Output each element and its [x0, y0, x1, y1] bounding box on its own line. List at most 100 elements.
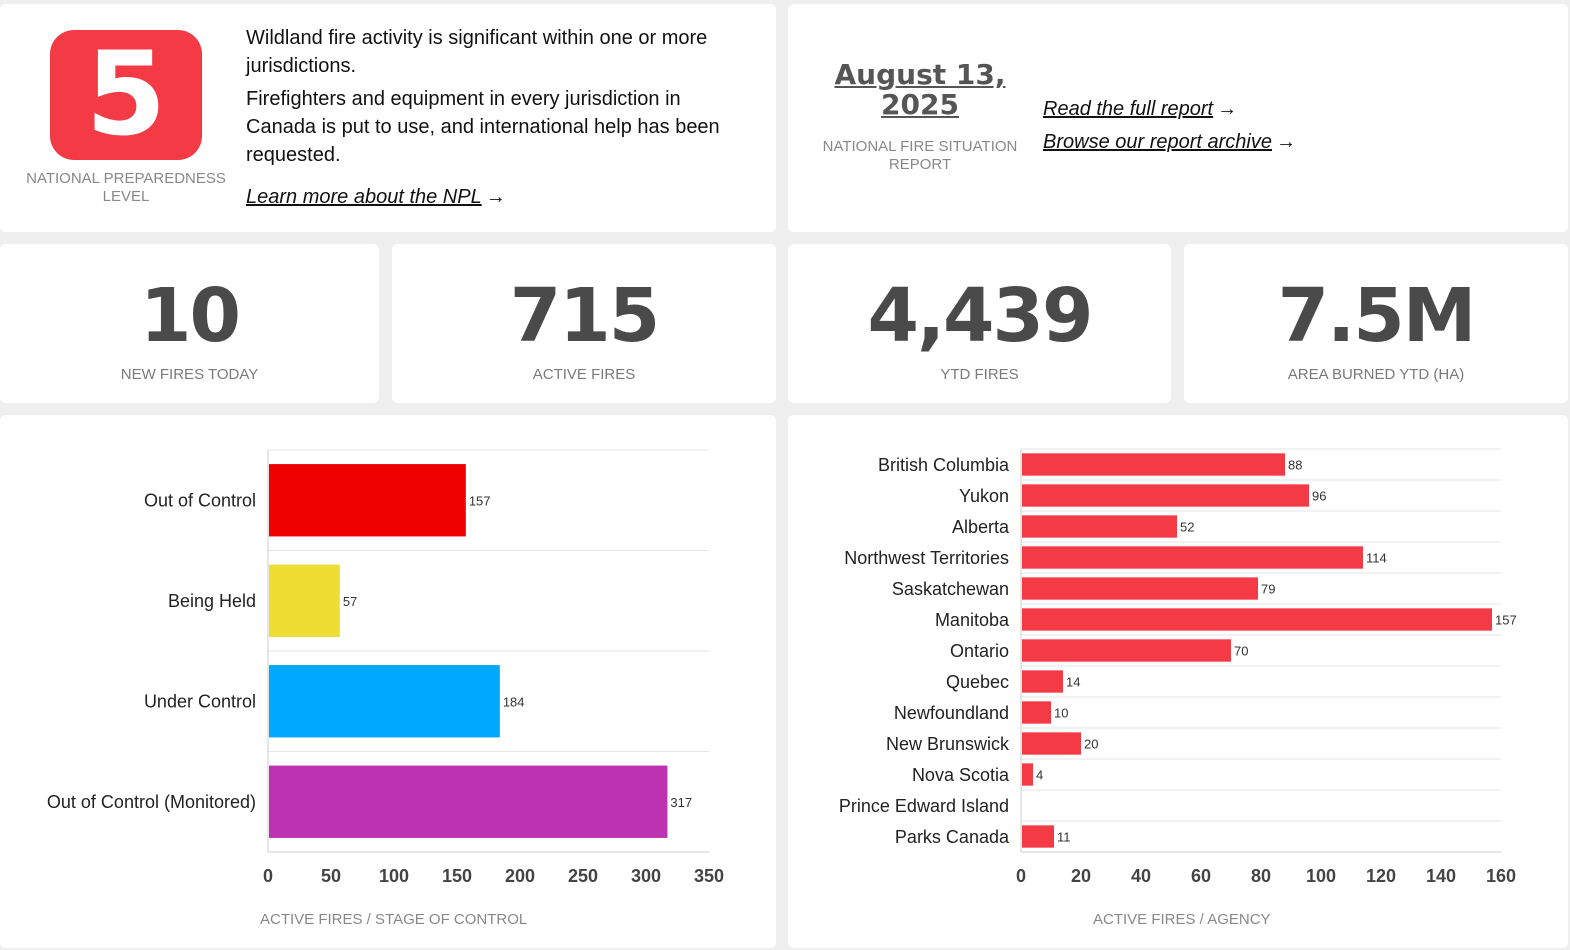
bar[interactable] — [1022, 763, 1033, 786]
x-tick-label: 300 — [631, 866, 661, 886]
x-tick-label: 50 — [321, 866, 341, 886]
bar[interactable] — [1022, 732, 1081, 755]
x-tick-label: 20 — [1071, 866, 1091, 886]
data-label: 317 — [670, 795, 692, 810]
bar[interactable] — [1022, 608, 1492, 631]
bar[interactable] — [1022, 515, 1177, 538]
x-tick-label: 0 — [263, 866, 273, 886]
x-tick-label: 120 — [1366, 866, 1396, 886]
data-label: 20 — [1084, 737, 1098, 752]
bar[interactable] — [269, 665, 500, 738]
bar[interactable] — [1022, 484, 1309, 507]
chart-stage-of-control: 0 50 100 150 200 250 300 350 Out of Control 157 Be… — [0, 415, 776, 948]
category-label: British Columbia — [878, 455, 1010, 475]
agency-chart: 0 20 40 60 80 100 120 140 160 British Columbia 88 Y… — [839, 448, 1517, 886]
x-tick-label: 80 — [1251, 866, 1271, 886]
stat-card-active-fires: 715 ACTIVE FIRES — [392, 244, 776, 403]
x-tick-label: 100 — [379, 866, 409, 886]
data-label: 10 — [1054, 706, 1068, 721]
report-caption: NATIONAL FIRE SITUATION REPORT — [822, 138, 1018, 173]
npl-paragraph-1: Wildland fire activity is significant wi… — [246, 27, 708, 77]
npl-caption: NATIONAL PREPAREDNESS LEVEL — [26, 170, 226, 205]
arrow-right-icon: → — [485, 186, 506, 208]
report-links: Read the full report → Browse our report … — [1043, 96, 1296, 162]
data-label: 157 — [1495, 613, 1517, 628]
stat-card-new-fires: 10 NEW FIRES TODAY — [0, 244, 379, 403]
bar[interactable] — [269, 464, 466, 537]
x-tick-label: 60 — [1191, 866, 1211, 886]
bar[interactable] — [269, 765, 668, 838]
data-label: 14 — [1066, 675, 1080, 690]
read-full-report-label: Read the full report — [1043, 98, 1214, 120]
category-label: Northwest Territories — [844, 548, 1009, 568]
learn-more-npl-label: Learn more about the NPL — [246, 186, 482, 208]
browse-archive-label: Browse our report archive — [1043, 131, 1272, 153]
data-label: 184 — [503, 694, 525, 709]
stat-card-area-burned: 7.5M AREA BURNED YTD (HA) — [1184, 244, 1568, 403]
x-tick-label: 0 — [1016, 866, 1026, 886]
x-tick-label: 350 — [694, 866, 724, 886]
category-label: Out of Control (Monitored) — [47, 792, 256, 812]
chart-agency: 0 20 40 60 80 100 120 140 160 British Columbia 88 Y… — [788, 415, 1568, 948]
category-label: New Brunswick — [886, 734, 1010, 754]
bar[interactable] — [1022, 577, 1258, 600]
category-label: Ontario — [950, 641, 1009, 661]
stat-value: 715 — [509, 273, 660, 359]
x-tick-label: 250 — [568, 866, 598, 886]
category-label: Manitoba — [935, 610, 1010, 630]
data-label: 88 — [1288, 458, 1302, 473]
data-label: 70 — [1234, 644, 1248, 659]
bar[interactable] — [1022, 639, 1231, 662]
bar[interactable] — [1022, 825, 1054, 848]
data-label: 4 — [1036, 768, 1043, 783]
chart-caption: ACTIVE FIRES / AGENCY — [1093, 911, 1271, 928]
category-label: Saskatchewan — [892, 579, 1009, 599]
bar[interactable] — [1022, 546, 1363, 569]
data-label: 57 — [343, 594, 357, 609]
stat-label: YTD FIRES — [940, 366, 1019, 383]
read-full-report-link[interactable]: Read the full report → — [1043, 96, 1296, 129]
category-label: Newfoundland — [894, 703, 1009, 723]
stat-label: AREA BURNED YTD (HA) — [1287, 366, 1465, 383]
bar[interactable] — [269, 564, 340, 637]
report-date-link[interactable]: August 13, 2025 — [834, 58, 1006, 121]
category-label: Alberta — [952, 517, 1010, 537]
chart-caption: ACTIVE FIRES / STAGE OF CONTROL — [260, 911, 528, 928]
stat-card-ytd-fires: 4,439 YTD FIRES — [788, 244, 1171, 403]
x-tick-label: 160 — [1486, 866, 1516, 886]
npl-paragraph-2: Firefighters and equipment in every juri… — [246, 88, 720, 166]
npl-card: 5 NATIONAL PREPAREDNESS LEVEL Wildland f… — [0, 4, 776, 232]
x-tick-label: 100 — [1306, 866, 1336, 886]
stat-value: 7.5M — [1277, 273, 1477, 359]
data-label: 11 — [1057, 830, 1071, 845]
stat-value: 10 — [140, 273, 241, 359]
x-tick-label: 140 — [1426, 866, 1456, 886]
bar[interactable] — [1022, 701, 1051, 724]
category-label: Yukon — [959, 486, 1009, 506]
category-label: Parks Canada — [895, 827, 1010, 847]
bar[interactable] — [1022, 453, 1285, 476]
npl-description: Wildland fire activity is significant wi… — [246, 24, 746, 174]
x-tick-label: 150 — [442, 866, 472, 886]
data-label: 96 — [1312, 489, 1326, 504]
category-label: Nova Scotia — [912, 765, 1010, 785]
data-label: 114 — [1366, 551, 1387, 566]
category-label: Under Control — [144, 692, 256, 712]
data-label: 157 — [469, 493, 491, 508]
npl-level-badge: 5 — [50, 30, 202, 160]
category-label: Out of Control — [144, 491, 256, 511]
stat-value: 4,439 — [867, 273, 1093, 359]
x-tick-label: 200 — [505, 866, 535, 886]
arrow-right-icon: → — [1275, 131, 1296, 153]
x-tick-label: 40 — [1131, 866, 1151, 886]
browse-archive-link[interactable]: Browse our report archive → — [1043, 129, 1296, 162]
stage-of-control-chart: 0 50 100 150 200 250 300 350 Out of Control 157 Be… — [47, 449, 724, 886]
category-label: Quebec — [946, 672, 1009, 692]
data-label: 52 — [1180, 520, 1194, 535]
category-label: Being Held — [168, 591, 256, 611]
report-card: August 13, 2025 NATIONAL FIRE SITUATION … — [788, 4, 1568, 232]
bar[interactable] — [1022, 670, 1063, 693]
category-label: Prince Edward Island — [839, 796, 1009, 816]
arrow-right-icon: → — [1217, 98, 1238, 120]
learn-more-npl-link[interactable]: Learn more about the NPL → — [246, 186, 506, 209]
